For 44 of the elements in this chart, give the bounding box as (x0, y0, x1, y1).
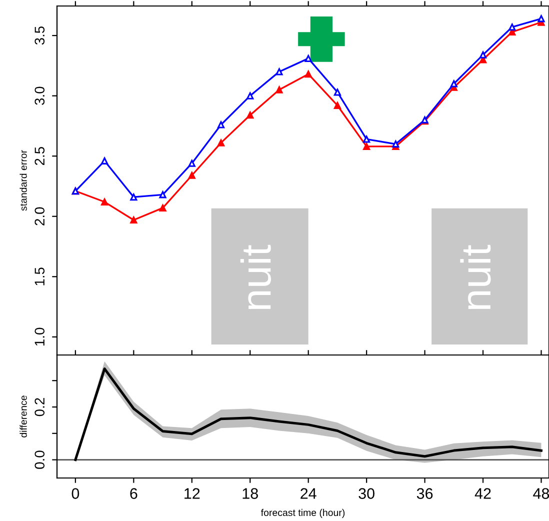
x-tick-label: 0 (72, 488, 80, 499)
y-tick-label: 0.2 (34, 398, 45, 416)
point (159, 204, 166, 212)
point (159, 191, 166, 198)
x-tick-label: 6 (130, 488, 138, 499)
point (304, 70, 312, 78)
point (508, 24, 516, 31)
point (304, 54, 312, 62)
point (363, 142, 370, 150)
y-axis-title: difference (20, 396, 27, 438)
point (479, 51, 487, 58)
point (130, 216, 138, 224)
point (101, 157, 108, 164)
x-tick-label: 48 (533, 488, 549, 499)
y-tick-label: 1.5 (34, 268, 45, 286)
x-tick-label: 36 (416, 488, 433, 499)
y-tick-label: 0.0 (34, 450, 45, 469)
x-tick-label: 30 (358, 488, 374, 499)
point (188, 172, 196, 179)
y-tick-label: 2.0 (34, 207, 45, 226)
y-tick-label: 3.5 (34, 26, 45, 45)
point (276, 86, 283, 94)
point (130, 194, 138, 201)
x-tick-label: 18 (242, 488, 258, 499)
point (538, 15, 545, 22)
point (276, 68, 283, 76)
point (246, 112, 254, 119)
y-tick-label: 2.5 (34, 147, 45, 166)
point (363, 136, 370, 143)
point (101, 198, 108, 206)
y-axis-title: standard error (20, 150, 27, 211)
point (217, 139, 225, 146)
point (217, 121, 225, 128)
point (188, 160, 196, 167)
x-axis-title: forecast time (hour) (261, 508, 345, 518)
x-tick-label: 12 (184, 488, 200, 499)
point (450, 80, 458, 88)
y-tick-label: 1.0 (34, 328, 45, 346)
point (334, 88, 341, 96)
point (246, 92, 254, 100)
y-tick-label: 3.0 (34, 86, 45, 105)
x-tick-label: 42 (474, 488, 491, 499)
point (334, 102, 341, 109)
x-tick-label: 24 (300, 488, 316, 499)
